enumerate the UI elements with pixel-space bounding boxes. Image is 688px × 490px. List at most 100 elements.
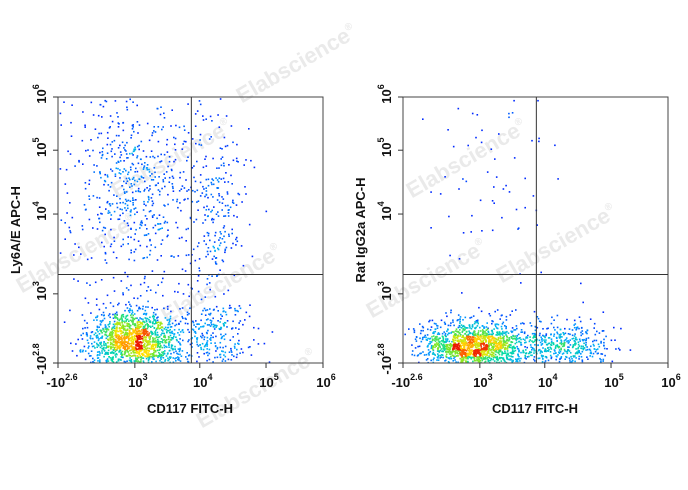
event-dot xyxy=(143,332,146,334)
event-dot xyxy=(465,336,467,339)
event-dot xyxy=(553,335,555,337)
event-dots xyxy=(59,98,274,364)
event-dot xyxy=(421,338,424,341)
event-dot xyxy=(104,180,107,183)
event-dot xyxy=(433,339,436,341)
event-dot xyxy=(107,324,110,326)
event-dot xyxy=(97,344,100,347)
event-dot xyxy=(464,352,467,354)
event-dot xyxy=(169,317,172,320)
event-dot xyxy=(157,356,159,359)
event-dot xyxy=(167,323,169,326)
event-dot xyxy=(494,340,496,342)
event-dot xyxy=(573,340,576,342)
event-dot xyxy=(224,311,227,313)
event-dot xyxy=(519,341,522,344)
event-dot xyxy=(221,259,224,261)
event-dot xyxy=(78,159,80,162)
event-dot xyxy=(548,342,550,345)
event-dot xyxy=(468,353,471,355)
event-dot xyxy=(422,329,424,332)
watermark-registered-mark: ® xyxy=(123,210,135,224)
event-dot xyxy=(116,202,118,205)
event-dot xyxy=(141,337,143,340)
event-dot xyxy=(185,356,187,358)
event-dot xyxy=(457,350,460,352)
y-tick-label: 106 xyxy=(376,84,394,103)
event-dot xyxy=(517,354,519,357)
event-dot xyxy=(163,332,165,335)
event-dot xyxy=(191,200,194,203)
event-dot xyxy=(226,320,229,322)
event-dot xyxy=(491,345,494,348)
event-dot xyxy=(559,333,561,336)
event-dot xyxy=(149,353,152,355)
event-dot xyxy=(603,344,605,347)
event-dot xyxy=(136,321,139,323)
event-dot xyxy=(131,128,134,130)
event-dot xyxy=(133,259,136,262)
event-dot xyxy=(534,334,536,336)
event-dot xyxy=(463,344,466,346)
event-dot xyxy=(136,350,139,353)
event-dot xyxy=(97,336,99,338)
event-dot xyxy=(476,341,478,344)
event-dot xyxy=(567,349,569,351)
event-dot xyxy=(125,303,127,306)
event-dot xyxy=(130,211,132,213)
event-dot xyxy=(563,345,565,347)
event-dot xyxy=(118,327,121,329)
event-dot xyxy=(544,341,547,344)
event-dot xyxy=(555,352,557,354)
event-dot xyxy=(133,334,136,337)
event-dot xyxy=(118,218,121,220)
event-dot xyxy=(115,327,117,329)
event-dot xyxy=(100,212,102,215)
event-dot xyxy=(156,346,159,348)
event-dot xyxy=(100,314,103,316)
event-dot xyxy=(84,126,86,128)
event-dot xyxy=(140,322,142,325)
event-dot xyxy=(116,348,119,350)
event-dot xyxy=(475,355,477,357)
event-dot xyxy=(151,341,154,343)
event-dot xyxy=(149,249,152,252)
event-dot xyxy=(138,341,140,343)
event-dot xyxy=(146,343,149,345)
event-dot xyxy=(482,331,484,334)
event-dot xyxy=(150,332,153,334)
event-dot xyxy=(217,247,219,250)
event-dot xyxy=(476,114,479,116)
event-dot xyxy=(115,356,117,358)
event-dot xyxy=(496,359,499,361)
event-dot xyxy=(476,358,478,361)
event-dot xyxy=(452,339,455,342)
event-dot xyxy=(477,351,480,353)
event-dot xyxy=(138,124,141,126)
event-dot xyxy=(459,353,461,356)
event-dot xyxy=(508,337,510,339)
event-dot xyxy=(464,343,467,345)
event-dot xyxy=(490,357,492,360)
event-dot xyxy=(216,187,219,189)
event-dot xyxy=(477,360,480,363)
event-dot xyxy=(74,243,76,245)
event-dot xyxy=(492,356,495,359)
event-dot xyxy=(215,326,217,328)
event-dot xyxy=(139,307,142,310)
event-dot xyxy=(467,144,469,147)
event-dot xyxy=(216,199,219,201)
event-dot xyxy=(124,340,126,343)
y-tick-label: 105 xyxy=(31,137,49,156)
event-dot xyxy=(236,309,238,312)
event-dot xyxy=(593,339,596,342)
event-dot xyxy=(572,355,575,357)
event-dot xyxy=(144,328,146,331)
event-dot xyxy=(207,354,209,357)
event-dot xyxy=(176,339,178,342)
event-dot xyxy=(457,348,460,351)
event-dot xyxy=(447,357,450,359)
event-dot xyxy=(465,355,467,357)
event-dot xyxy=(176,198,179,201)
event-dot xyxy=(119,341,121,343)
